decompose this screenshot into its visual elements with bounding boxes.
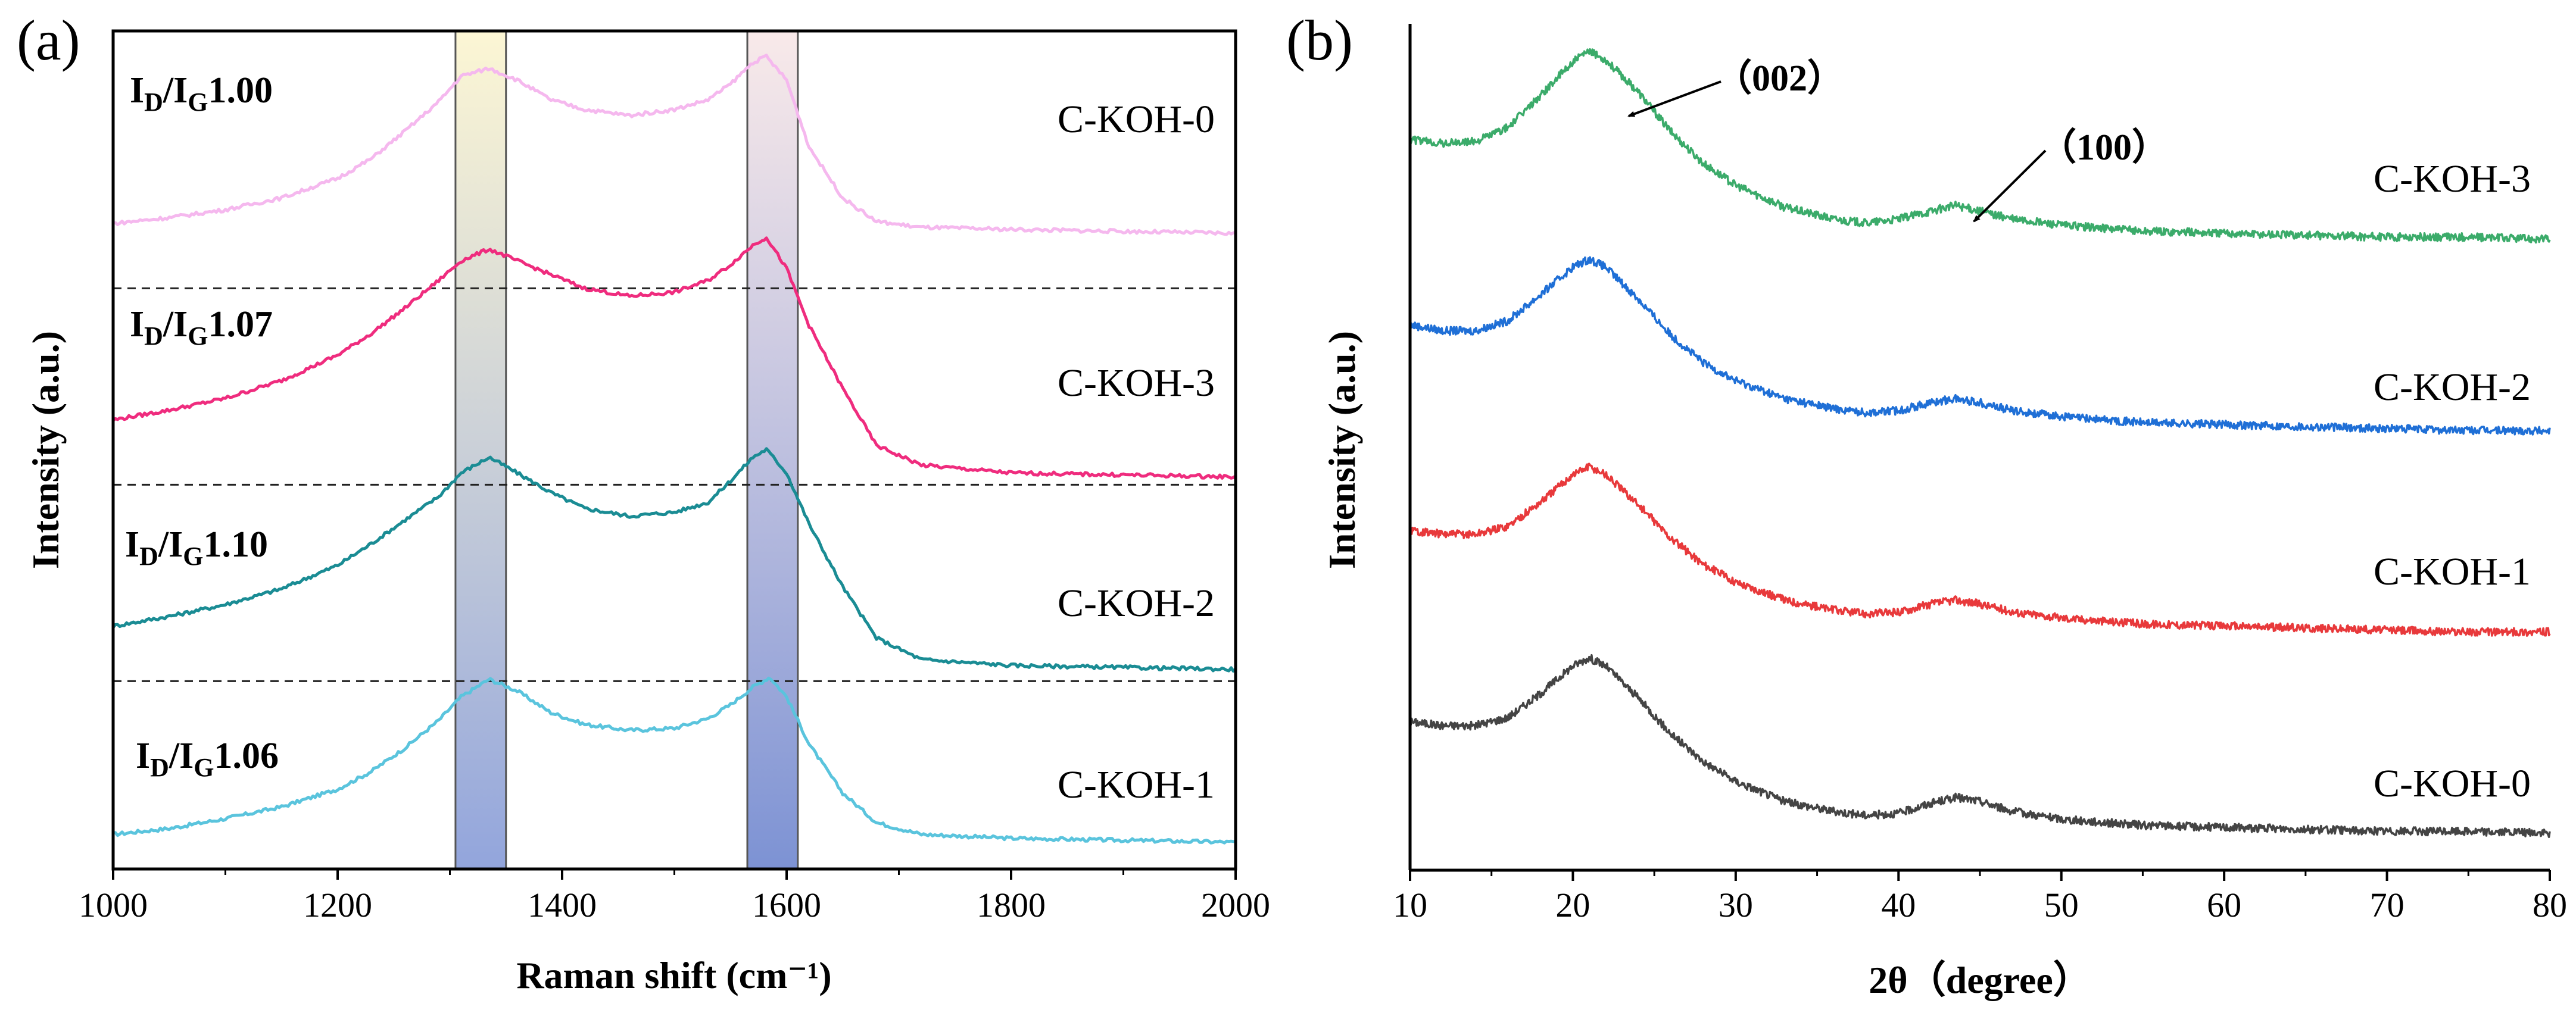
id-ig-ratio-label: ID/IG1.10 [125,524,268,571]
x-tick-label: 2000 [1201,886,1270,924]
panel-a-y-axis-title: Intensity (a.u.) [24,331,67,569]
panel-a-baselines [113,287,1236,682]
panel-a: (a) 1000 1200 1400 1600 1800 2000 Raman shift… [17,8,1270,996]
panel-b-y-axis-title: Intensity (a.u.) [1321,331,1363,569]
band-highlight-g [746,30,799,870]
annotation-arrow [1973,149,2047,223]
panel-a-sample-labels: C-KOH-1 C-KOH-2 C-KOH-3 C-KOH-0 [1058,98,1215,807]
panel-b-x-axis-title: 2θ（degree） [1869,959,2091,1001]
ratio-subscript: G [194,753,214,782]
ratio-text: 1.10 [204,524,269,565]
sample-label-c-koh-1: C-KOH-1 [2374,550,2531,593]
ratio-text: /I [169,736,194,776]
panel-a-x-ticks: 1000 1200 1400 1600 1800 2000 [79,869,1270,924]
sample-label-c-koh-0: C-KOH-0 [1058,98,1215,141]
id-ig-ratio-label: ID/IG1.00 [130,70,273,117]
panel-a-plot-frame [111,29,1237,871]
panel-b: (b) 10 20 30 40 50 60 70 80 2θ（degree） Intensit… [1286,8,2567,1001]
sample-label-c-koh-2: C-KOH-2 [2374,365,2531,409]
panel-a-x-axis-title: Raman shift (cm⁻¹) [516,954,831,996]
raman-line-c-koh-0 [113,54,1236,236]
x-tick-label: 1400 [528,886,597,924]
sample-label-c-koh-2: C-KOH-2 [1058,582,1215,625]
panel-a-bands [454,30,799,870]
x-tick-label: 30 [1719,886,1753,924]
panel-b-annotations: （002） （100） [1627,57,2169,223]
panel-b-axes [1408,24,2550,872]
panel-b-series [1409,48,2551,839]
ratio-text: I [130,304,144,345]
x-tick-label: 10 [1393,886,1427,924]
ratio-text: 1.00 [208,70,273,111]
crystal-plane-label: （100） [2039,126,2169,168]
crystal-plane-label: （002） [1715,57,1844,99]
xrd-line-c-koh-3 [1409,48,2551,244]
panel-b-x-ticks: 10 20 30 40 50 60 70 80 [1393,870,2567,924]
ratio-text: /I [163,70,188,111]
sample-label-c-koh-1: C-KOH-1 [1058,763,1215,807]
xrd-line-c-koh-0 [1409,654,2551,839]
ratio-subscript: D [150,753,169,782]
ratio-text: 1.06 [214,736,279,776]
ratio-text: 1.07 [208,304,273,345]
id-ig-ratio-label: ID/IG1.07 [130,304,273,351]
band-highlight-d [454,30,507,870]
xrd-line-c-koh-1 [1409,462,2551,637]
ratio-subscript: D [139,542,158,571]
raman-line-c-koh-1 [113,676,1236,845]
sample-label-c-koh-3: C-KOH-3 [1058,361,1215,405]
x-tick-label: 80 [2533,886,2567,924]
x-tick-label: 1200 [303,886,372,924]
ratio-subscript: D [144,87,163,117]
xrd-line-c-koh-2 [1409,256,2551,436]
raman-line-c-koh-2 [112,447,1237,673]
ratio-text: /I [158,524,183,565]
panel-b-sample-labels: C-KOH-0 C-KOH-1 C-KOH-2 C-KOH-3 [2374,157,2531,805]
ratio-text: I [125,524,139,565]
x-tick-label: 1000 [79,886,148,924]
sample-label-c-koh-3: C-KOH-3 [2374,157,2531,201]
sample-label-c-koh-0: C-KOH-0 [2374,762,2531,805]
ratio-subscript: D [144,321,163,351]
ratio-subscript: G [188,87,208,117]
ratio-text: I [136,736,150,776]
x-tick-label: 70 [2370,886,2405,924]
x-tick-label: 20 [1555,886,1590,924]
x-tick-label: 60 [2207,886,2241,924]
x-tick-label: 1800 [977,886,1046,924]
raman-line-c-koh-3 [112,236,1237,480]
ratio-text: I [130,70,144,111]
panel-a-series [112,54,1237,845]
x-tick-label: 40 [1881,886,1916,924]
ratio-text: /I [163,304,188,345]
annotation-arrow [1627,80,1722,117]
ratio-subscript: G [188,321,208,351]
x-tick-label: 50 [2044,886,2079,924]
id-ig-ratio-label: ID/IG1.06 [136,736,279,782]
panel-a-label: (a) [17,8,80,72]
x-tick-label: 1600 [752,886,821,924]
ratio-subscript: G [183,542,203,571]
panel-b-label: (b) [1286,8,1353,72]
